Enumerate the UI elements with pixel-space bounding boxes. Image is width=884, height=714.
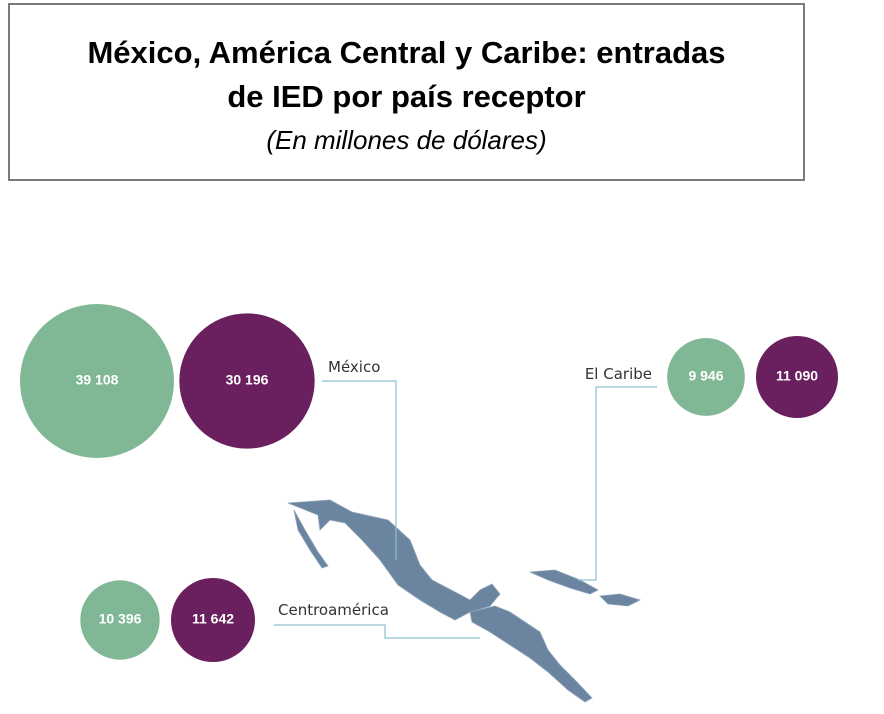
region-label: México	[328, 358, 380, 376]
bubble	[179, 313, 315, 449]
leader-caribe	[578, 386, 657, 581]
map	[287, 499, 642, 703]
map-mexico	[287, 499, 501, 621]
map-hispaniola	[599, 593, 642, 607]
map-centroamerica	[469, 605, 593, 703]
data-label: 10 396	[99, 611, 142, 627]
leader-lines	[274, 380, 657, 639]
region-label: Centroamérica	[278, 601, 389, 619]
title-box: México, América Central y Caribe: entrad…	[8, 3, 805, 181]
bubble	[755, 335, 839, 419]
leader-centro	[274, 624, 480, 639]
data-label: 39 108	[76, 372, 119, 388]
data-label: 9 946	[688, 368, 723, 384]
leader-mexico	[322, 380, 397, 560]
chart-title: México, América Central y Caribe: entrad…	[87, 35, 726, 114]
bubble	[667, 338, 745, 416]
bubble	[20, 304, 174, 458]
chart-subtitle: (En millones de dólares)	[266, 125, 547, 155]
map-cuba	[529, 569, 599, 595]
map-baja	[293, 509, 329, 569]
bubble	[170, 577, 256, 663]
region-label: El Caribe	[585, 365, 652, 383]
data-label: 11 642	[192, 611, 234, 627]
data-label: 11 090	[776, 368, 818, 384]
bubble	[80, 580, 160, 660]
data-label: 30 196	[226, 372, 269, 388]
